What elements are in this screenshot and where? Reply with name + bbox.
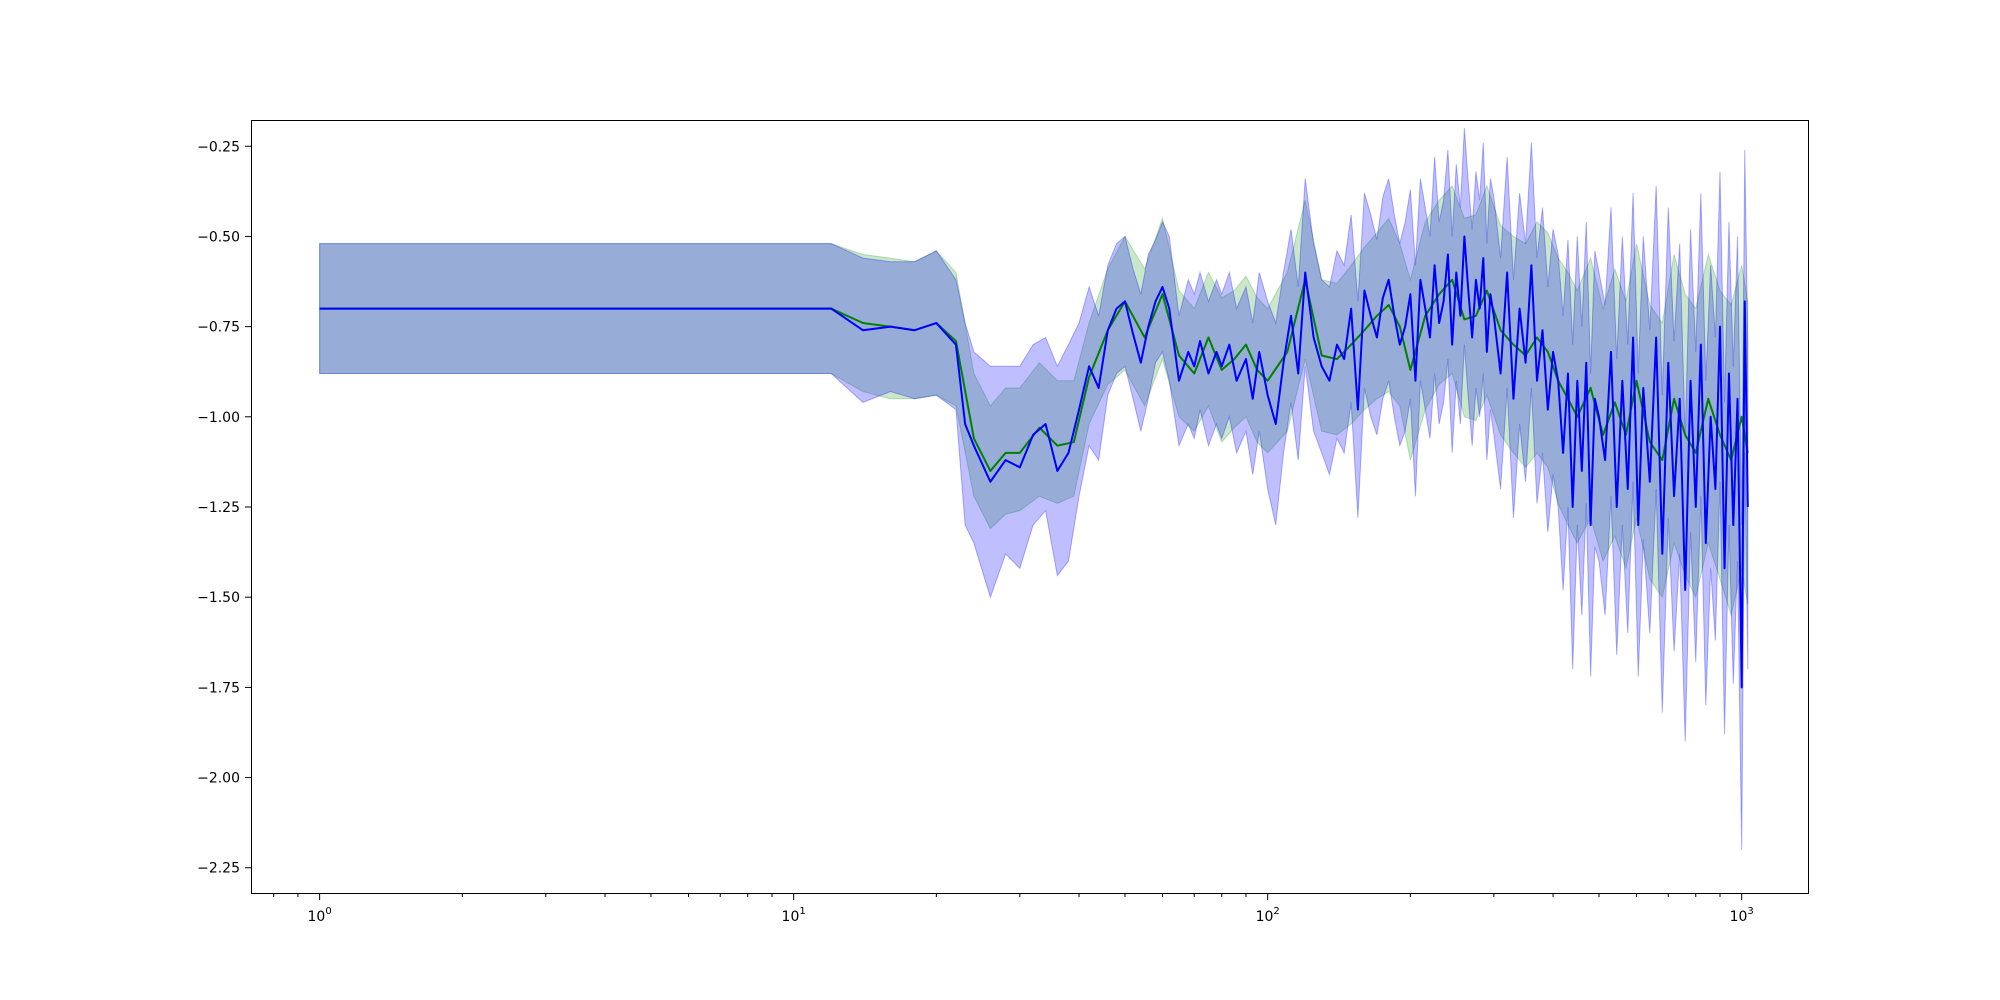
y-tick-label: −1.75 (197, 680, 240, 696)
y-tick-label: −0.75 (197, 320, 240, 336)
x-axis: 100 101 102 103 (273, 893, 1754, 925)
y-tick-label: −2.00 (197, 771, 240, 787)
x-tick-label: 101 (782, 906, 806, 925)
series-lines (319, 235, 1749, 689)
series-line-2 (319, 235, 1749, 689)
y-tick-label: −0.50 (197, 229, 240, 245)
y-tick-label: −1.25 (197, 500, 240, 516)
y-tick-label: −0.25 (197, 139, 240, 155)
y-tick-label: −2.25 (197, 861, 240, 877)
x-tick-label: 103 (1730, 906, 1754, 925)
x-tick-label: 102 (1256, 906, 1280, 925)
y-tick-label: −1.00 (197, 410, 240, 426)
x-tick-label: 100 (308, 906, 332, 925)
y-axis: −0.25 −0.50 −0.75 −1.00 −1.25 −1.50 −1.75 −2.00… (197, 139, 252, 877)
y-tick-label: −1.50 (197, 590, 240, 606)
